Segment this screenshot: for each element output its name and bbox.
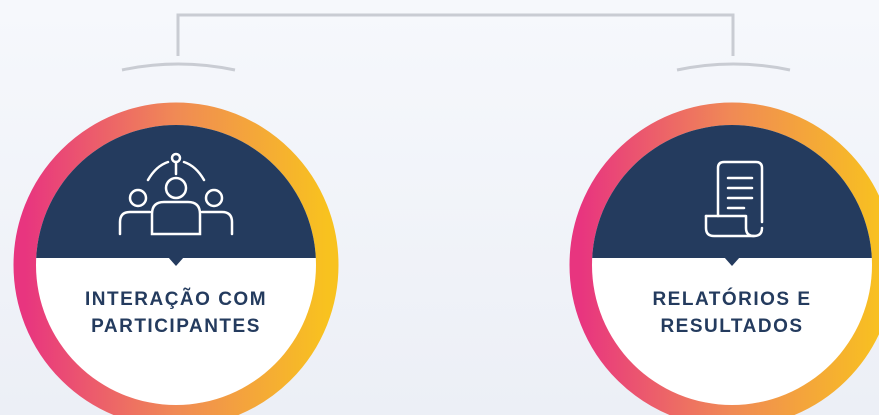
node: INTERAÇÃO COM PARTICIPANTES bbox=[13, 102, 339, 415]
node-label: INTERAÇÃO COM bbox=[85, 288, 267, 310]
connector bbox=[121, 13, 791, 72]
node: RELATÓRIOS E RESULTADOS bbox=[569, 102, 879, 415]
node-label: RESULTADOS bbox=[660, 316, 803, 337]
icon-report bbox=[704, 160, 764, 238]
node-label: PARTICIPANTES bbox=[91, 316, 261, 337]
icon-people bbox=[118, 152, 234, 236]
node-label: RELATÓRIOS E bbox=[652, 288, 811, 310]
